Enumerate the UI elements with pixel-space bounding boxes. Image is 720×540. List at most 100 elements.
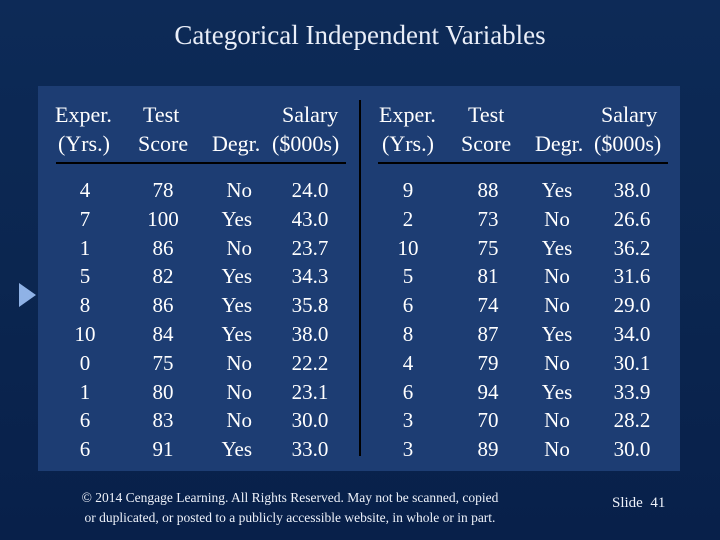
table-cell: 10: [397, 235, 419, 260]
header-exper-line1-right: Exper.: [379, 102, 436, 127]
header-test-line1: Test: [143, 102, 180, 127]
table-cell: 80: [152, 379, 174, 404]
table-cell: No: [544, 408, 570, 433]
table-cell: 33.0: [291, 437, 329, 462]
table-cell: Yes: [541, 178, 573, 202]
header-underline-left: [56, 162, 346, 164]
table-cell: 2: [402, 206, 414, 231]
header-exper-line1: Exper.: [55, 102, 112, 127]
slide-number-value: 41: [650, 495, 666, 511]
table-cell: Yes: [221, 264, 252, 289]
table-cell: 5: [402, 264, 414, 289]
table-cell: Yes: [221, 293, 252, 318]
column-salary-right: 38.0 26.6 36.2 31.6 29.0 34.0 30.1 33.9 …: [606, 176, 658, 464]
copyright-line2: or duplicated, or posted to a publicly a…: [84, 510, 496, 525]
table-cell: 6: [402, 293, 414, 318]
table-cell: 4: [402, 350, 414, 375]
table-cell: 100: [147, 206, 179, 231]
table-cell: 74: [477, 293, 499, 318]
table-cell: 35.8: [291, 293, 329, 318]
header-underline-right: [378, 162, 668, 164]
table-cell: 33.9: [613, 379, 651, 404]
table-cell: No: [226, 235, 252, 260]
table-cell: 31.6: [613, 264, 651, 289]
table-cell: No: [226, 379, 252, 404]
table-cell: 86: [152, 235, 174, 260]
table-cell: 91: [152, 437, 174, 462]
next-arrow-icon[interactable]: [19, 283, 36, 307]
table-cell: 34.0: [613, 321, 651, 346]
table-cell: 88: [477, 178, 499, 202]
column-exper-right: 9 2 10 5 6 8 4 6 3 3: [393, 176, 423, 464]
table-cell: No: [226, 178, 252, 202]
table-cell: 81: [477, 264, 499, 289]
table-cell: 30.0: [291, 408, 329, 433]
table-cell: Yes: [541, 321, 573, 346]
table-cell: 70: [477, 408, 499, 433]
table-cell: 75: [477, 235, 499, 260]
slide-number: Slide 41: [612, 495, 665, 512]
table-cell: 28.2: [613, 408, 651, 433]
table-cell: 89: [477, 437, 499, 462]
table-cell: 83: [152, 408, 174, 433]
table-cell: 38.0: [291, 321, 329, 346]
table-cell: Yes: [541, 235, 573, 260]
table-cell: No: [226, 408, 252, 433]
header-score-line2-right: Score: [461, 131, 512, 156]
table-cell: 30.0: [613, 437, 651, 462]
table-cell: 34.3: [291, 264, 329, 289]
table-cell: 23.7: [291, 235, 329, 260]
header-test-line1-right: Test: [468, 102, 505, 127]
table-cell: No: [544, 350, 570, 375]
header-score-line2: Score: [138, 131, 189, 156]
table-cell: 75: [152, 350, 174, 375]
table-cell: No: [544, 206, 570, 231]
table-cell: Yes: [221, 437, 252, 462]
column-salary-left: 24.0 43.0 23.7 34.3 35.8 38.0 22.2 23.1 …: [284, 176, 336, 464]
table-cell: 6: [79, 408, 91, 433]
table-cell: 82: [152, 264, 174, 289]
table-cell: 30.1: [613, 350, 651, 375]
header-exper-line2: (Yrs.): [58, 131, 110, 156]
table-cell: 94: [477, 379, 499, 404]
table-cell: 24.0: [291, 178, 329, 202]
table-cell: 73: [477, 206, 499, 231]
table-cell: 9: [402, 178, 414, 202]
copyright-notice: © 2014 Cengage Learning. All Rights Rese…: [50, 488, 530, 528]
table-cell: 23.1: [291, 379, 329, 404]
table-cell: Yes: [221, 206, 252, 231]
table-cell: 8: [79, 293, 91, 318]
header-salary-line1-right: Salary: [601, 102, 658, 127]
table-cell: 1: [79, 235, 91, 260]
header-exper-line2-right: (Yrs.): [382, 131, 434, 156]
column-degr-left: No Yes No Yes Yes Yes No No No Yes: [210, 176, 252, 464]
table-cell: No: [544, 437, 570, 462]
table-cell: 78: [152, 178, 174, 202]
table-cell: 43.0: [291, 206, 329, 231]
table-cell: 8: [402, 321, 414, 346]
slide-label: Slide: [612, 495, 643, 511]
table-cell: 22.2: [291, 350, 329, 375]
table-cell: 7: [79, 206, 91, 231]
table-cell: 1: [79, 379, 91, 404]
column-score-left: 78 100 86 82 86 84 75 80 83 91: [140, 176, 186, 464]
table-cell: No: [544, 293, 570, 318]
table-cell: 6: [79, 437, 91, 462]
table-cell: Yes: [221, 321, 252, 346]
table-cell: 36.2: [613, 235, 651, 260]
table-cell: 0: [79, 350, 91, 375]
table-cell: 86: [152, 293, 174, 318]
column-score-right: 88 73 75 81 74 87 79 94 70 89: [468, 176, 508, 464]
table-cell: 26.6: [613, 206, 651, 231]
column-exper-left: 4 7 1 5 8 10 0 1 6 6: [70, 176, 100, 464]
table-cell: 4: [79, 178, 91, 202]
copyright-line1: © 2014 Cengage Learning. All Rights Rese…: [81, 490, 499, 505]
table-cell: Yes: [541, 379, 573, 404]
header-salary-line2: ($000s): [272, 131, 340, 156]
header-salary-line1: Salary: [282, 102, 339, 127]
column-degr-right: Yes No Yes No No Yes No Yes No No: [536, 176, 578, 464]
table-cell: 84: [152, 321, 174, 346]
table-cell: 38.0: [613, 178, 651, 202]
table-cell: 10: [74, 321, 96, 346]
table-cell: 3: [402, 408, 414, 433]
